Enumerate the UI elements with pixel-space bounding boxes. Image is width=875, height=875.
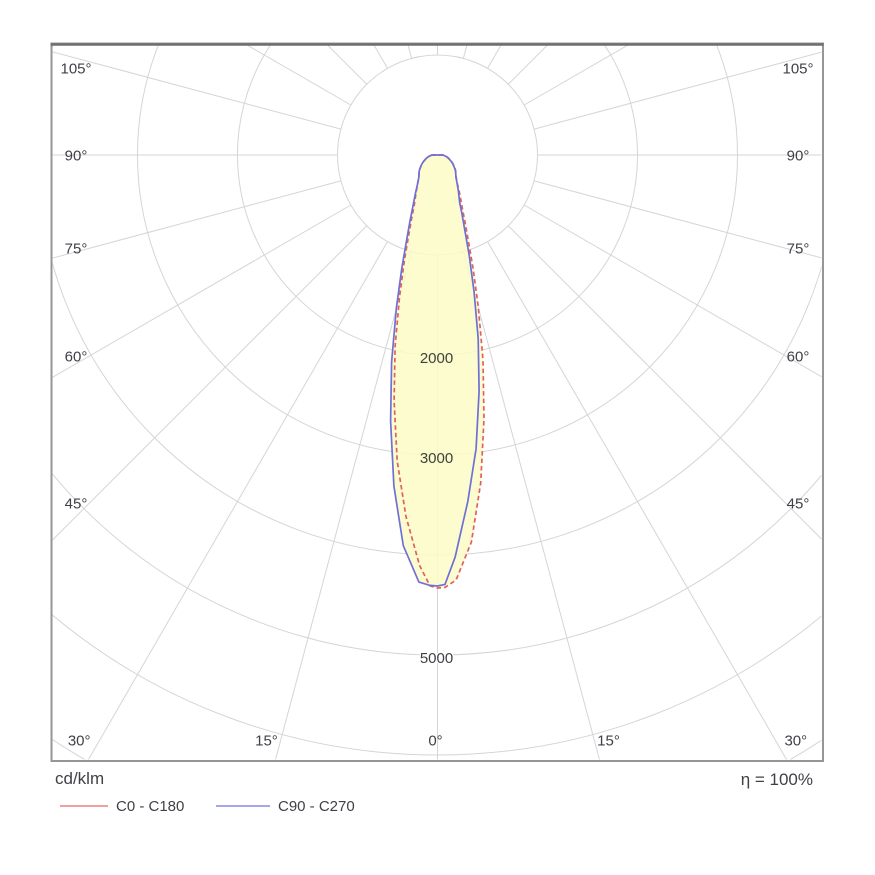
angle-label-15: 15° bbox=[255, 733, 278, 750]
curve-c90-c270 bbox=[389, 154, 480, 587]
grid-spoke-285 bbox=[52, 180, 342, 259]
angle-label-45: 45° bbox=[65, 496, 88, 513]
angle-label-105: 105° bbox=[60, 60, 91, 77]
c0-c180-line-swatch bbox=[60, 805, 108, 807]
legend-label-c0-c180: C0 - C180 bbox=[116, 797, 185, 815]
angle-label-60: 60° bbox=[787, 348, 810, 365]
grid-spoke-330 bbox=[87, 241, 388, 760]
efficiency-label: η = 100% bbox=[740, 770, 813, 789]
angle-label-90: 90° bbox=[65, 148, 88, 165]
angle-label-105: 105° bbox=[782, 60, 813, 77]
legend-item-c90-c270: C90 - C270 bbox=[216, 797, 355, 815]
angle-label-0: 0° bbox=[428, 733, 442, 750]
beam-fill bbox=[390, 155, 484, 588]
ring-label-2000: 2000 bbox=[420, 350, 453, 367]
angle-label-30: 30° bbox=[784, 733, 807, 750]
angle-label-45: 45° bbox=[787, 496, 810, 513]
grid-spoke-60 bbox=[523, 204, 822, 378]
grid-spoke-75 bbox=[533, 180, 822, 259]
grid-spoke-15 bbox=[462, 251, 600, 760]
grid-spoke-210 bbox=[373, 44, 388, 69]
grid-spoke-30 bbox=[487, 241, 788, 760]
grid-spoke-150 bbox=[487, 44, 502, 69]
unit-label: cd/klm bbox=[55, 769, 105, 788]
angle-label-90: 90° bbox=[787, 148, 810, 165]
grid-spoke-195 bbox=[407, 44, 413, 59]
grid-spoke-315 bbox=[52, 225, 368, 541]
grid-spoke-255 bbox=[52, 51, 342, 130]
grid-spoke-135 bbox=[507, 44, 549, 85]
legend-label-c90-c270: C90 - C270 bbox=[278, 797, 355, 815]
angle-label-75: 75° bbox=[787, 241, 810, 258]
ring-label-3000: 3000 bbox=[420, 450, 453, 467]
grid-spoke-300 bbox=[52, 204, 352, 378]
ring-label-5000: 5000 bbox=[420, 650, 453, 667]
grid-spoke-105 bbox=[533, 51, 822, 130]
c90-c270-line-swatch bbox=[216, 805, 270, 807]
grid-spoke-345 bbox=[275, 251, 413, 760]
grid-spoke-225 bbox=[326, 44, 368, 85]
angle-label-75: 75° bbox=[65, 241, 88, 258]
grid-spoke-45 bbox=[507, 225, 822, 540]
grid-spoke-240 bbox=[245, 44, 352, 106]
angle-label-15: 15° bbox=[597, 733, 620, 750]
legend-item-c0-c180: C0 - C180 bbox=[60, 797, 184, 815]
angle-label-60: 60° bbox=[65, 348, 88, 365]
grid-spoke-165 bbox=[462, 44, 468, 59]
angle-label-30: 30° bbox=[68, 733, 91, 750]
